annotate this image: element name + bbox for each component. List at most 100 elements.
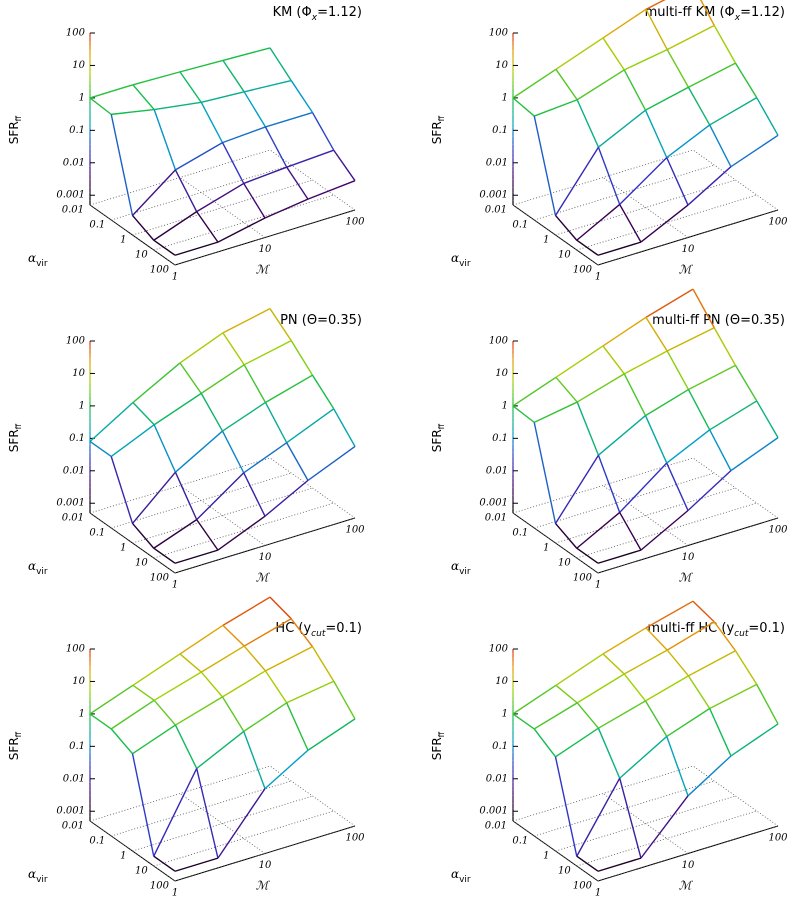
z-tick-label: 1 (502, 92, 508, 103)
mesh-line (221, 696, 245, 732)
mesh-line (576, 239, 599, 256)
alpha-tick-label: 0.01 (62, 513, 84, 524)
mesh-line (200, 364, 245, 394)
mesh-line (286, 408, 335, 444)
z-tick-label: 10 (495, 60, 508, 71)
mesh-line (217, 515, 266, 551)
mesh-line (153, 519, 198, 549)
mesh-line (222, 308, 271, 334)
z-tick-label: 1 (502, 708, 508, 719)
mesh-line (730, 437, 779, 472)
z-tick-label: 100 (489, 336, 509, 347)
mesh-line (512, 684, 557, 715)
mach-axis-label: ℳ (256, 571, 271, 585)
z-label-main: SFR (430, 737, 444, 760)
alpha-tick-label: 1 (543, 851, 549, 862)
mesh-line (217, 217, 266, 243)
mach-axis-label: ℳ (256, 263, 271, 277)
z-label-sub: ff (437, 423, 446, 429)
mesh-line (640, 509, 689, 551)
mesh-line (222, 670, 266, 698)
z-tick-label: 0.1 (492, 741, 508, 752)
mesh-line (179, 71, 202, 103)
alpha-tick-label: 1 (120, 851, 126, 862)
z-label-sub: ff (14, 731, 23, 737)
mesh-line (307, 180, 356, 200)
mesh-line (576, 855, 599, 872)
mesh-line (286, 680, 335, 704)
z-tick-label: 0.001 (56, 190, 85, 201)
mach-tick-label: 10 (259, 552, 272, 563)
mesh-line (666, 124, 711, 159)
mesh-line (576, 99, 600, 148)
mesh-line (89, 713, 112, 730)
floor-grid-line (534, 472, 715, 529)
mesh-line (666, 707, 711, 738)
z-tick-label: 0.001 (479, 498, 508, 509)
alpha-tick-label: 0.01 (62, 205, 84, 216)
mach-tick-label: 10 (682, 552, 695, 563)
alpha-tick-label: 10 (135, 558, 148, 569)
mach-tick-label: 100 (768, 525, 788, 536)
mesh-line (286, 442, 309, 481)
mesh-line (132, 724, 176, 755)
mesh-line (153, 211, 198, 241)
alpha-label-sub: vir (36, 259, 48, 269)
mesh-line (311, 646, 335, 682)
z-tick-label: 0.1 (69, 125, 85, 136)
z-tick-label: 100 (66, 28, 86, 39)
z-label-main: SFR (7, 737, 21, 760)
mesh-line (179, 624, 224, 655)
mesh-line (174, 549, 219, 564)
mesh-line (756, 400, 779, 438)
mesh-line (619, 157, 668, 205)
mesh-line (264, 198, 309, 219)
floor-grid-line (153, 502, 334, 559)
floor-grid-line (132, 179, 313, 236)
z-tick-label: 1 (502, 400, 508, 411)
mesh-line (666, 350, 690, 390)
mesh-line (640, 204, 689, 243)
mesh-line (89, 97, 112, 115)
floor-grid-line (179, 177, 266, 238)
mesh-line (597, 454, 621, 513)
mesh-line (645, 86, 689, 111)
mesh-line (709, 683, 758, 710)
alpha-label-main: α (451, 867, 459, 881)
z-label-sub: ff (14, 115, 23, 121)
mesh-line (269, 596, 292, 620)
z-tick-label: 0.01 (486, 157, 508, 168)
mesh-line (221, 142, 245, 184)
z-axis-label: SFRff (430, 731, 447, 760)
alpha-tick-label: 0.1 (89, 836, 105, 847)
floor-grid-line (534, 780, 715, 837)
alpha-tick-label: 10 (135, 866, 148, 877)
mesh-line (290, 340, 314, 376)
floor-grid-line (132, 795, 313, 852)
floor-grid-line (597, 209, 779, 266)
panel-title: multi-ff KM (Φx=1.12) (645, 5, 785, 23)
z-tick-label: 0.01 (486, 773, 508, 784)
title-part: KM (Φ (273, 5, 312, 20)
mesh-line (154, 101, 202, 111)
mesh-line (264, 402, 288, 444)
z-tick-label: 0.1 (69, 433, 85, 444)
mesh-line (645, 600, 694, 629)
mesh-line (311, 374, 335, 410)
mesh-line (222, 401, 266, 432)
mesh-line (286, 702, 309, 751)
z-tick-label: 0.001 (56, 806, 85, 817)
mesh-line (153, 768, 198, 857)
alpha-tick-label: 100 (573, 573, 593, 584)
mesh-line (175, 696, 223, 726)
floor-grid-line (576, 502, 757, 559)
mesh-line (645, 675, 689, 702)
mesh-line (179, 653, 202, 673)
mesh-line (709, 429, 732, 471)
mach-tick-label: 100 (768, 833, 788, 844)
mesh-line (132, 402, 155, 426)
z-tick-label: 1 (79, 400, 85, 411)
mesh-line (597, 415, 646, 456)
mesh-line (222, 596, 271, 626)
